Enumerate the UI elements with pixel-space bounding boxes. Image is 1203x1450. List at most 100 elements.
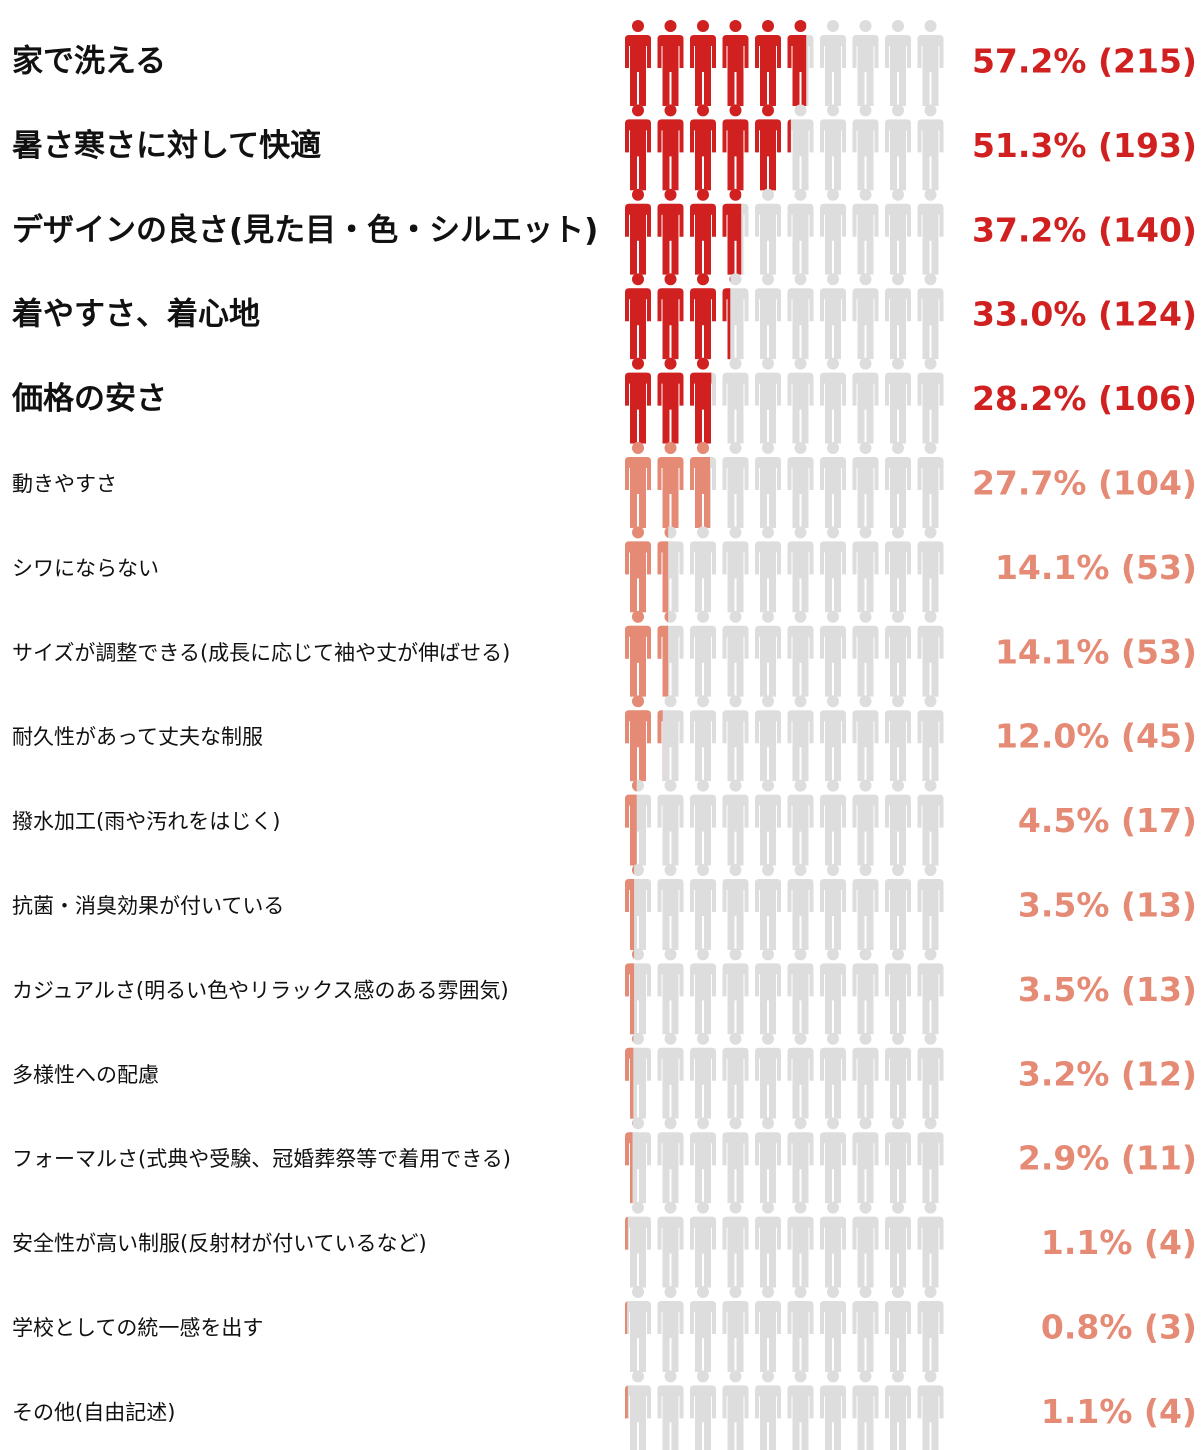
icon-background — [625, 610, 944, 697]
person-icon — [657, 1370, 684, 1450]
person-icon — [722, 104, 749, 191]
value-label: 0.8% (3) — [1041, 1308, 1197, 1347]
person-icon — [885, 1370, 911, 1450]
person-icon — [657, 779, 684, 866]
person-icon — [820, 20, 846, 106]
person-icon — [917, 104, 944, 191]
person-icon — [657, 1117, 684, 1204]
category-label: 動きやすさ — [12, 472, 117, 496]
person-icon — [755, 1117, 781, 1204]
person-icon — [722, 864, 749, 950]
person-icon — [722, 20, 749, 106]
person-icon — [787, 442, 814, 528]
category-label: シワにならない — [12, 556, 159, 580]
person-icon — [755, 104, 781, 191]
category-label: デザインの良さ(見た目・色・シルエット) — [12, 212, 598, 248]
person-icon — [625, 20, 651, 106]
icon-background — [625, 1370, 944, 1450]
category-label: 多様性への配慮 — [12, 1063, 159, 1087]
value-label: 1.1% (4) — [1041, 1392, 1197, 1431]
person-icon — [852, 1201, 879, 1288]
person-icon — [820, 1117, 846, 1204]
person-icon — [755, 610, 781, 697]
category-label: 着やすさ、着心地 — [11, 297, 260, 333]
person-icon — [625, 357, 651, 444]
category-label: 家で洗える — [12, 44, 166, 80]
person-icon — [722, 1201, 749, 1288]
person-icon — [852, 104, 879, 191]
person-icon — [852, 188, 879, 275]
value-label: 37.2% (140) — [972, 210, 1197, 249]
person-icon — [820, 610, 846, 697]
person-icon — [787, 357, 814, 444]
value-label: 28.2% (106) — [972, 379, 1197, 418]
person-icon — [690, 188, 716, 275]
person-icon — [917, 1032, 944, 1119]
person-icon — [917, 442, 944, 528]
person-icon — [787, 188, 814, 275]
person-icon — [820, 104, 846, 191]
person-icon — [820, 188, 846, 275]
category-label: フォーマルさ(式典や受験、冠婚葬祭等で着用できる) — [12, 1147, 511, 1171]
person-icon — [917, 357, 944, 444]
category-label: 安全性が高い制服(反射材が付いているなど) — [12, 1232, 427, 1256]
person-icon — [852, 779, 879, 866]
icon-background — [625, 1117, 944, 1204]
person-icon — [917, 1286, 944, 1372]
person-icon — [690, 1370, 716, 1450]
person-icon — [787, 779, 814, 866]
person-icon — [657, 104, 684, 191]
value-label: 1.1% (4) — [1041, 1223, 1197, 1262]
person-icon — [787, 1201, 814, 1288]
person-icon — [657, 188, 684, 275]
person-icon — [722, 357, 749, 444]
category-label: 暑さ寒さに対して快適 — [12, 128, 321, 164]
person-icon — [690, 1286, 716, 1372]
person-icon — [885, 104, 911, 191]
person-icon — [722, 1032, 749, 1119]
person-icon — [722, 442, 749, 528]
person-icon — [917, 273, 944, 360]
person-icon — [787, 104, 814, 191]
person-icon — [657, 273, 684, 360]
person-icon — [885, 695, 911, 782]
person-icon — [690, 779, 716, 866]
person-icon — [820, 1286, 846, 1372]
person-icon — [755, 779, 781, 866]
person-icon — [852, 610, 879, 697]
person-icon — [625, 442, 651, 528]
person-icon — [885, 1117, 911, 1204]
person-icon — [722, 948, 749, 1035]
person-icon — [787, 526, 814, 613]
person-icon — [690, 695, 716, 782]
person-icon — [885, 1032, 911, 1119]
person-icon — [657, 357, 684, 444]
person-icon — [787, 948, 814, 1035]
person-icon — [917, 779, 944, 866]
person-icon — [625, 1370, 651, 1450]
icon-background — [625, 1286, 944, 1372]
person-icon — [885, 610, 911, 697]
value-label: 14.1% (53) — [995, 632, 1197, 671]
person-icon — [755, 1370, 781, 1450]
person-icon — [885, 1286, 911, 1372]
person-icon — [820, 864, 846, 950]
person-icon — [625, 610, 651, 697]
value-label: 33.0% (124) — [972, 295, 1197, 334]
person-icon — [755, 1286, 781, 1372]
person-icon — [852, 442, 879, 528]
value-label: 51.3% (193) — [972, 126, 1197, 165]
person-icon — [787, 273, 814, 360]
person-icon — [722, 1370, 749, 1450]
person-icon — [755, 357, 781, 444]
person-icon — [787, 1370, 814, 1450]
person-icon — [690, 1201, 716, 1288]
person-icon — [885, 188, 911, 275]
value-label: 3.2% (12) — [1018, 1054, 1197, 1093]
person-icon — [755, 20, 781, 106]
value-label: 14.1% (53) — [995, 548, 1197, 587]
person-icon — [625, 526, 651, 613]
person-icon — [690, 948, 716, 1035]
person-icon — [625, 1286, 651, 1372]
person-icon — [787, 864, 814, 950]
